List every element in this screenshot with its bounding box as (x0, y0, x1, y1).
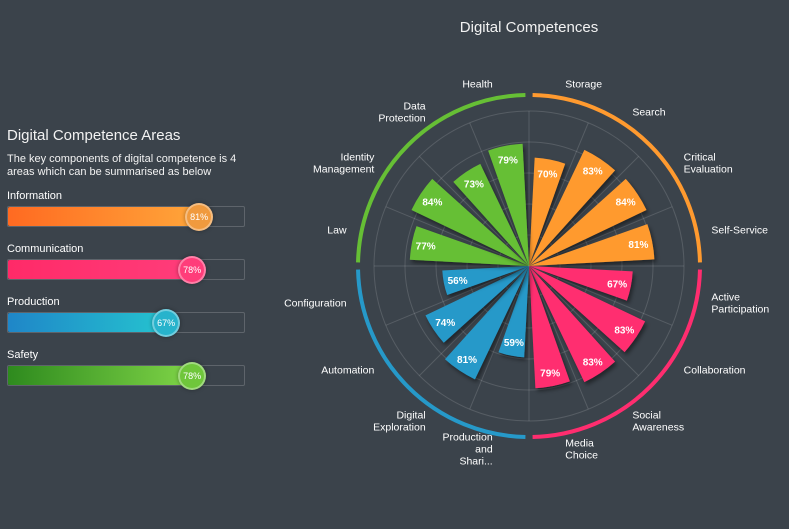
bar-media-choice (529, 266, 570, 389)
bar-search (529, 149, 616, 266)
metric-track: 78% (7, 362, 245, 390)
metric-track: 78% (7, 256, 245, 284)
grid-circle (373, 110, 685, 422)
bar-digital-exploration (444, 266, 529, 380)
metric-communication: Communication 78% (7, 243, 247, 284)
value-label: 83% (583, 167, 603, 178)
category-label: Digital Exploration (373, 410, 426, 434)
panel-title: Digital Competence Areas (7, 127, 181, 144)
value-label: 79% (498, 156, 518, 167)
metric-knob[interactable]: 81% (185, 203, 214, 231)
grid-spoke (528, 206, 673, 267)
value-label: 74% (435, 318, 455, 329)
metric-fill (8, 366, 193, 385)
chart-title: Digital Competences (460, 19, 598, 36)
competence-panel: Digital Competence Areas The key compone… (7, 126, 252, 390)
metric-label: Communication (7, 243, 84, 255)
value-label: 67% (607, 280, 627, 291)
bar-automation (425, 266, 529, 343)
bar-data-protection (453, 163, 529, 266)
grid-spoke (385, 265, 530, 326)
metric-knob[interactable]: 67% (152, 309, 181, 337)
grid-circle (466, 203, 592, 329)
grid-spoke (528, 265, 673, 326)
bar-social-awareness (529, 266, 616, 383)
category-label: Critical Evaluation (684, 152, 733, 176)
grid-spoke (419, 265, 530, 376)
metric-fill (8, 260, 193, 279)
metric-track: 67% (7, 309, 245, 337)
category-label: Automation (321, 364, 374, 376)
value-label: 84% (422, 197, 442, 208)
value-label: 83% (614, 326, 634, 337)
metric-safety: Safety 78% (7, 349, 247, 390)
category-label: Storage (565, 79, 602, 91)
grid-circle (435, 172, 623, 360)
bar-critical-evaluation (529, 178, 647, 266)
value-label: 81% (457, 355, 477, 366)
value-label: 79% (540, 368, 560, 379)
category-label: Self-Service (711, 225, 768, 237)
category-label: Identity Management (313, 152, 375, 176)
category-label: Configuration (284, 297, 347, 309)
value-label: 81% (628, 240, 648, 251)
metric-label: Safety (7, 349, 39, 361)
metric-label: Production (7, 296, 60, 308)
group-arc-safety (356, 93, 526, 263)
category-label: Collaboration (684, 364, 746, 376)
metric-knob[interactable]: 78% (178, 256, 207, 284)
value-label: 70% (537, 169, 557, 180)
grid-spoke (419, 156, 530, 267)
bar-health (488, 143, 529, 266)
metric-fill (8, 313, 167, 332)
value-label: 59% (504, 338, 524, 349)
bar-configuration (442, 266, 529, 295)
category-label: Active Participation (711, 291, 769, 315)
grid-spoke (469, 122, 530, 267)
metric-track: 81% (7, 203, 245, 231)
value-label: 83% (583, 357, 603, 368)
grid-spoke (469, 265, 530, 410)
category-label: Data Protection (378, 100, 425, 124)
bar-identity-management (411, 178, 529, 266)
grid-circle (404, 141, 654, 391)
group-arc-communication (532, 269, 702, 439)
category-label: Law (327, 225, 347, 237)
value-label: 73% (464, 180, 484, 191)
category-label: Social Awareness (632, 410, 684, 434)
grid-spoke (528, 265, 639, 376)
category-label: Search (632, 106, 665, 118)
value-label: 56% (448, 276, 468, 287)
grid-spoke (385, 206, 530, 267)
grid-circle (497, 234, 561, 298)
bar-law (409, 226, 529, 266)
metric-fill (8, 207, 200, 226)
group-arc-information (532, 93, 702, 263)
bar-active-participation (529, 266, 633, 301)
value-label: 84% (616, 197, 636, 208)
panel-description: The key components of digital competence… (7, 153, 237, 178)
grid-spoke (528, 122, 589, 267)
grid-spoke (528, 265, 589, 410)
value-label: 77% (416, 241, 436, 252)
bar-collaboration (529, 266, 646, 353)
bar-production-and-shari- (498, 266, 529, 358)
category-label: Health (462, 79, 493, 91)
metric-label: Information (7, 190, 63, 202)
bar-storage (529, 157, 566, 266)
group-arc-production (356, 269, 526, 439)
metric-production: Production 67% (7, 296, 247, 337)
category-label: Media Choice (565, 437, 598, 461)
grid-spoke (528, 156, 639, 267)
metric-knob[interactable]: 78% (178, 362, 207, 390)
category-label: Production and Shari... (443, 431, 493, 467)
metric-information: Information 81% (7, 190, 247, 231)
bar-self-service (529, 224, 655, 266)
